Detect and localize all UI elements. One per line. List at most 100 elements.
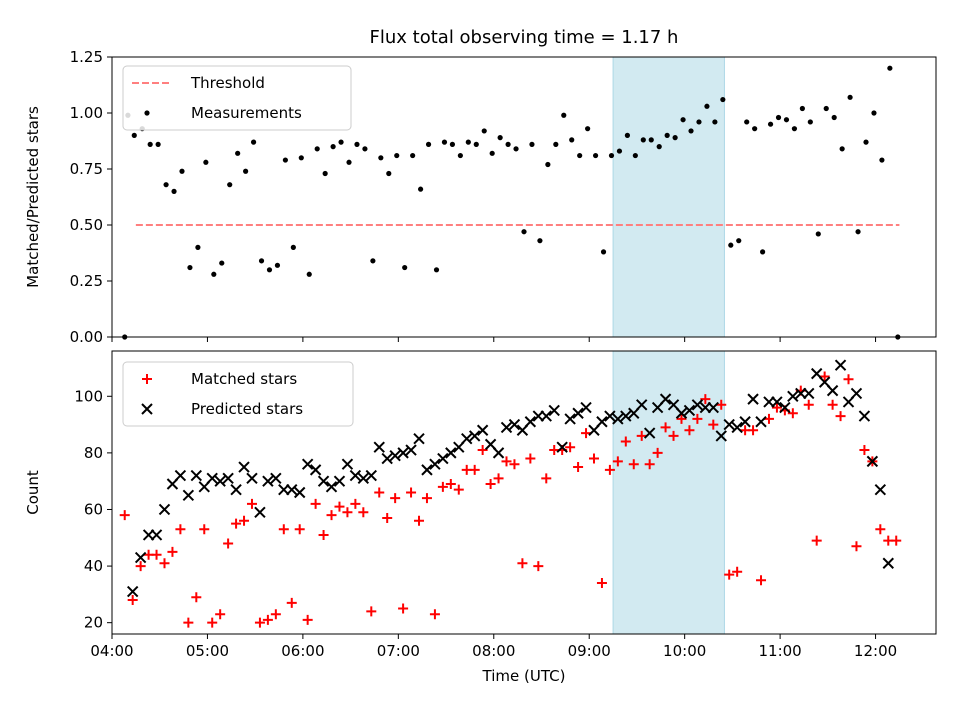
data-point xyxy=(338,139,344,145)
data-point xyxy=(425,141,432,147)
data-point xyxy=(410,152,416,159)
bottom-panel: 20 40 60 80 100 04:00 05:00 06:00 07:00 08:00 09:0… xyxy=(24,350,937,685)
data-point xyxy=(803,387,815,400)
data-point xyxy=(529,141,535,147)
data-point xyxy=(748,425,759,436)
data-point xyxy=(214,475,226,487)
data-point xyxy=(206,472,218,485)
data-point xyxy=(577,152,583,159)
data-point xyxy=(834,359,847,371)
data-point xyxy=(564,413,576,425)
data-point xyxy=(596,416,608,428)
data-point xyxy=(891,535,902,546)
data-point xyxy=(413,433,425,445)
data-point xyxy=(421,493,432,504)
data-point xyxy=(341,458,354,470)
data-point xyxy=(509,459,520,470)
data-point xyxy=(235,150,241,156)
data-point xyxy=(636,430,647,441)
data-point xyxy=(620,410,632,422)
data-point xyxy=(775,114,782,121)
data-point xyxy=(151,549,162,560)
data-point xyxy=(492,447,505,459)
data-point xyxy=(317,475,330,487)
data-point xyxy=(783,117,790,123)
data-point xyxy=(127,595,138,606)
legend-entry-label: Matched stars xyxy=(191,370,297,388)
data-point xyxy=(293,486,306,499)
data-point xyxy=(362,146,368,152)
data-point xyxy=(266,267,273,273)
data-point xyxy=(847,94,853,100)
data-point xyxy=(831,114,837,121)
data-point xyxy=(382,512,393,523)
legend-frame xyxy=(122,65,352,131)
top-panel: 0.00 0.25 0.50 0.75 1.00 1.25 Matched/Predicte… xyxy=(24,48,937,346)
data-point xyxy=(581,428,592,439)
data-point xyxy=(739,416,751,428)
data-point xyxy=(477,445,488,456)
data-point xyxy=(358,507,369,518)
data-point xyxy=(322,170,328,177)
data-point xyxy=(246,472,258,485)
data-point xyxy=(596,578,607,589)
data-point xyxy=(270,609,281,620)
data-point xyxy=(405,444,417,456)
data-point xyxy=(274,262,281,268)
data-point xyxy=(540,410,552,422)
plot-frame xyxy=(111,56,937,338)
data-point xyxy=(604,410,616,422)
legend: Matched stars Predicted stars xyxy=(122,361,354,427)
data-point xyxy=(457,152,463,159)
data-point xyxy=(767,121,774,127)
data-point xyxy=(394,152,400,159)
data-point xyxy=(501,456,512,467)
data-point xyxy=(683,404,696,417)
data-point xyxy=(659,393,672,405)
data-point xyxy=(787,408,798,419)
data-point xyxy=(771,402,782,413)
data-point xyxy=(215,609,226,620)
data-point xyxy=(174,469,187,482)
data-point xyxy=(243,168,249,174)
data-point xyxy=(167,546,178,557)
legend-entry-label: Threshold xyxy=(190,74,265,92)
legend-measurements-swatch xyxy=(144,110,150,116)
data-point xyxy=(827,399,838,410)
data-point xyxy=(636,399,648,411)
data-point xyxy=(418,186,424,192)
data-point xyxy=(453,484,464,495)
data-point xyxy=(262,614,273,625)
data-point xyxy=(481,128,487,134)
data-point xyxy=(707,401,720,414)
data-point xyxy=(887,65,893,71)
data-point xyxy=(131,132,137,138)
data-point xyxy=(445,447,457,459)
data-point xyxy=(227,182,233,188)
data-point xyxy=(811,535,822,546)
data-point xyxy=(135,561,146,572)
data-point xyxy=(397,447,409,459)
data-point xyxy=(183,617,194,628)
data-point xyxy=(119,510,130,521)
data-point xyxy=(585,126,591,132)
data-point xyxy=(211,271,217,277)
data-point xyxy=(712,119,718,125)
x-tick-label: 04:00 xyxy=(90,642,133,660)
x-axis-label: Time (UTC) xyxy=(482,667,566,685)
data-point xyxy=(771,396,783,408)
data-point xyxy=(668,430,679,441)
x-tick-label: 07:00 xyxy=(377,642,420,660)
legend-entry-label: Measurements xyxy=(191,104,302,122)
data-point xyxy=(553,141,559,147)
data-point xyxy=(222,472,234,485)
data-point xyxy=(309,464,322,476)
data-point xyxy=(505,141,511,147)
chart-title: Flux total observing time = 1.17 h xyxy=(370,27,679,48)
data-point xyxy=(302,614,313,625)
data-point xyxy=(644,459,655,470)
data-point xyxy=(465,139,471,145)
data-point xyxy=(521,229,527,235)
data-point xyxy=(756,575,767,586)
